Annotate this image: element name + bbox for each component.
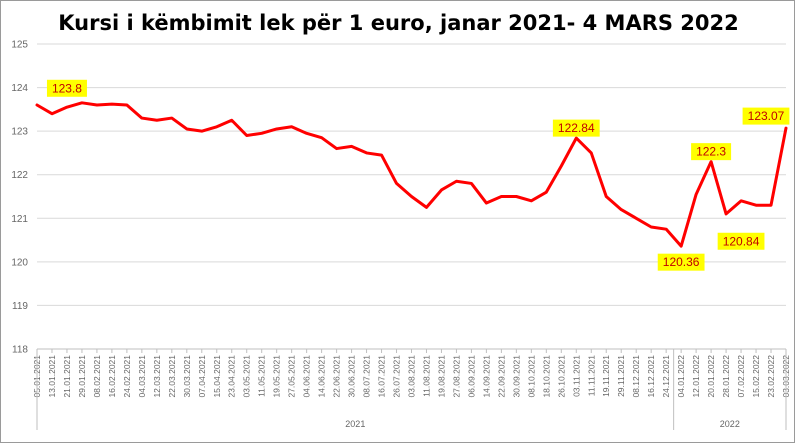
x-tick-label: 22.03.2021: [167, 355, 177, 398]
y-tick-label: 122: [11, 170, 28, 181]
x-tick-label: 16.12.2021: [646, 355, 656, 398]
x-tick-label: 27.08.2021: [451, 355, 461, 398]
x-tick-label: 03.08.2021: [407, 355, 417, 398]
x-tick-label: 26.07.2021: [392, 355, 402, 398]
x-tick-label: 15.04.2021: [212, 355, 222, 398]
x-tick-label: 08.07.2021: [362, 355, 372, 398]
y-tick-label: 120: [11, 257, 28, 268]
annotation-label: 122.84: [552, 119, 600, 137]
x-tick-label: 30.09.2021: [511, 355, 521, 398]
x-tick-label: 18.10.2021: [541, 355, 551, 398]
y-tick-label: 118: [12, 345, 28, 356]
y-axis-ticks: 118 119 120 121 122 123 124 125: [11, 40, 28, 356]
x-tick-label: 04.03.2021: [137, 355, 147, 398]
x-tick-label: 30.06.2021: [347, 355, 357, 398]
annotation-text: 120.84: [723, 234, 760, 248]
x-tick-label: 30.03.2021: [182, 355, 192, 398]
y-tick-label: 121: [11, 214, 28, 225]
x-tick-label: 04.06.2021: [302, 355, 312, 398]
annotation-label: 122.3: [691, 143, 732, 161]
x-tick-label: 19.11.2021: [601, 355, 611, 397]
year-groups: 2021 2022: [36, 349, 787, 430]
x-tick-label: 23.02.2022: [766, 355, 776, 398]
annotation-text: 123.07: [748, 109, 785, 123]
x-tick-label: 23.04.2021: [227, 355, 237, 398]
annotation-box: [46, 79, 87, 97]
annotation-label: 123.07: [742, 107, 790, 125]
x-tick-label: 29.01.2021: [77, 355, 87, 398]
x-tick-label: 21.01.2021: [62, 355, 72, 398]
x-tick-label: 08.02.2021: [92, 355, 102, 398]
annotation-label: 120.84: [717, 232, 765, 250]
x-tick-label: 12.01.2022: [691, 355, 701, 398]
x-tick-label: 08.10.2021: [526, 355, 536, 398]
annotation-box: [691, 143, 732, 161]
x-tick-label: 19.08.2021: [436, 355, 446, 398]
annotation-box: [657, 253, 705, 271]
year-label: 2021: [345, 419, 365, 429]
x-tick-label: 16.07.2021: [377, 355, 387, 398]
annotation-label: 123.8: [46, 79, 87, 97]
x-tick-label: 20.01.2022: [706, 355, 716, 398]
x-tick-label: 22.06.2021: [332, 355, 342, 398]
x-tick-label: 16.02.2021: [107, 355, 117, 398]
x-tick-label: 24.12.2021: [661, 355, 671, 398]
x-tick-label: 04.01.2022: [676, 355, 686, 398]
x-axis-ticks: 05.01.2021 13.01.2021 21.01.2021 29.01.2021…: [32, 349, 791, 398]
annotation-box: [742, 107, 790, 125]
annotation-text: 122.84: [558, 121, 595, 135]
annotation-box: [717, 232, 765, 250]
x-tick-label: 08.12.2021: [631, 355, 641, 398]
annotation-text: 120.36: [663, 255, 700, 269]
x-tick-label: 19.05.2021: [272, 355, 282, 398]
annotations: 123.8 122.84 120.36 122.3 120.84 123.07: [46, 79, 790, 271]
x-tick-label: 03.11.2021: [571, 355, 581, 397]
series-line: [35, 101, 788, 248]
annotation-label: 120.36: [657, 253, 705, 271]
x-tick-label: 13.01.2021: [47, 355, 57, 398]
x-tick-label: 11.08.2021: [421, 355, 431, 397]
x-tick-label: 07.04.2021: [197, 355, 207, 398]
chart-title: Kursi i këmbimit lek për 1 euro, janar 2…: [58, 11, 739, 35]
x-tick-label: 06.09.2021: [466, 355, 476, 398]
y-tick-label: 124: [11, 83, 28, 94]
annotation-box: [552, 119, 600, 137]
x-tick-label: 12.03.2021: [152, 355, 162, 398]
x-tick-label: 15.02.2022: [751, 355, 761, 398]
x-tick-label: 11.11.2021: [586, 355, 596, 397]
x-tick-label: 22.09.2021: [496, 355, 506, 398]
x-tick-label: 07.02.2022: [736, 355, 746, 398]
x-tick-label: 27.05.2021: [287, 355, 297, 398]
x-tick-label: 14.06.2021: [317, 355, 327, 398]
y-tick-label: 123: [11, 127, 28, 138]
annotation-text: 123.8: [52, 81, 82, 95]
x-tick-label: 11.05.2021: [257, 355, 267, 397]
x-tick-label: 28.01.2022: [721, 355, 731, 398]
year-label: 2022: [720, 419, 740, 429]
x-tick-label: 26.10.2021: [556, 355, 566, 398]
x-tick-label: 24.02.2021: [122, 355, 132, 398]
x-tick-label: 29.11.2021: [616, 355, 626, 397]
series-layer: [35, 101, 788, 248]
y-tick-label: 125: [11, 40, 28, 51]
annotation-text: 122.3: [696, 145, 726, 159]
x-tick-label: 14.09.2021: [481, 355, 491, 398]
y-tick-label: 119: [12, 301, 28, 312]
x-tick-label: 03.05.2021: [242, 355, 252, 398]
